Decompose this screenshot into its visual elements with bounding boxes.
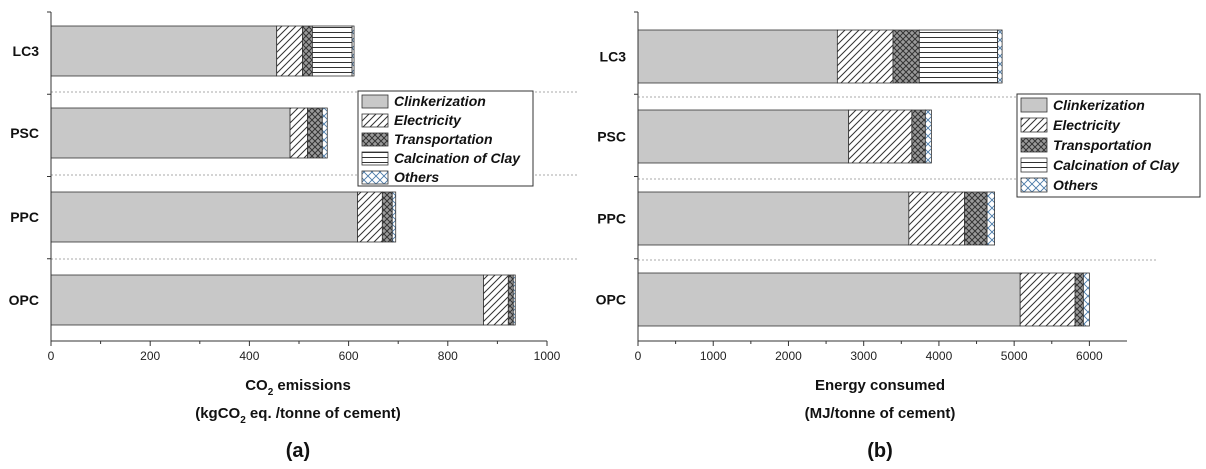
- x-tick-label: 4000: [926, 349, 953, 363]
- bar-psc-transportation: [911, 109, 926, 164]
- legend-label-calcination-of-clay: Calcination of Clay: [1053, 157, 1180, 173]
- bar-ppc-others: [391, 191, 397, 243]
- bar-opc-others: [1082, 272, 1090, 327]
- x-tick-label: 800: [438, 349, 458, 363]
- legend-label-electricity: Electricity: [1053, 117, 1121, 133]
- legend-swatch-transportation: [361, 132, 389, 147]
- bar-ppc-transportation: [964, 191, 988, 246]
- category-label-ppc: PPC: [10, 209, 39, 225]
- legend-label-others: Others: [394, 169, 439, 185]
- bar-lc3-clinkerization: [637, 29, 838, 84]
- legend-swatch-electricity: [1020, 117, 1048, 133]
- bar-lc3-calcination-of-clay: [311, 25, 353, 77]
- category-label-psc: PSC: [597, 129, 626, 145]
- bar-opc-electricity: [1019, 272, 1076, 327]
- category-labels: LC3 PSC PPC OPC: [9, 43, 40, 308]
- bar-psc-clinkerization: [50, 107, 291, 159]
- x-tick-label: 5000: [1001, 349, 1028, 363]
- legend-swatch-calcination-of-clay: [361, 151, 389, 166]
- legend-swatch-clinkerization: [1020, 97, 1048, 113]
- bar-opc-electricity: [483, 274, 509, 326]
- bar-psc-electricity: [289, 107, 308, 159]
- legend-label-clinkerization: Clinkerization: [1053, 97, 1145, 113]
- x-tick-label: 200: [140, 349, 160, 363]
- x-tick-label: 0: [48, 349, 55, 363]
- bar-opc-clinkerization: [50, 274, 484, 326]
- legend-swatch-others: [361, 170, 389, 185]
- x-ticks: 0 1000 2000 3000 4000 5000 6000: [635, 341, 1103, 363]
- panel-label-a: (a): [286, 440, 310, 462]
- bar-lc3-electricity: [276, 25, 303, 77]
- bar-ppc-electricity: [357, 191, 383, 243]
- legend-swatch-transportation: [1020, 137, 1048, 153]
- legend-swatch-calcination-of-clay: [1020, 157, 1048, 173]
- x-tick-label: 6000: [1076, 349, 1103, 363]
- category-label-psc: PSC: [10, 125, 39, 141]
- bar-ppc-others: [986, 191, 995, 246]
- x-tick-label: 1000: [534, 349, 561, 363]
- bar-ppc-clinkerization: [637, 191, 910, 246]
- bar-lc3-clinkerization: [50, 25, 278, 77]
- legend: Clinkerization Electricity Transportation C…: [357, 90, 534, 187]
- legend-label-electricity: Electricity: [394, 112, 462, 128]
- x-tick-label: 400: [239, 349, 259, 363]
- x-ticks: 0 200 400 600 800 1000: [48, 341, 561, 363]
- category-label-lc3: LC3: [13, 43, 40, 59]
- legend-label-transportation: Transportation: [1053, 137, 1152, 153]
- legend-label-calcination-of-clay: Calcination of Clay: [394, 150, 521, 166]
- bar-lc3-others: [997, 29, 1003, 84]
- bar-opc-transportation: [1074, 272, 1084, 327]
- bar-psc-clinkerization: [637, 109, 850, 164]
- bar-opc-clinkerization: [637, 272, 1021, 327]
- bars: [637, 29, 1090, 327]
- bar-opc-others: [512, 274, 516, 326]
- x-axis-title-line1: Energy consumed: [815, 377, 945, 394]
- x-tick-label: 1000: [700, 349, 727, 363]
- x-axis-title-line1: CO2 emissions: [245, 377, 351, 398]
- x-tick-label: 0: [635, 349, 642, 363]
- bar-psc-others: [321, 107, 328, 159]
- bars: [50, 25, 516, 326]
- axes: [634, 11, 1127, 342]
- panel-label-b: (b): [867, 440, 893, 462]
- category-label-opc: OPC: [596, 292, 626, 308]
- legend-label-transportation: Transportation: [394, 131, 493, 147]
- bar-lc3-calcination-of-clay: [918, 29, 999, 84]
- category-label-lc3: LC3: [600, 49, 627, 65]
- bar-ppc-transportation: [381, 191, 393, 243]
- bar-psc-transportation: [307, 107, 323, 159]
- legend-swatch-electricity: [361, 113, 389, 128]
- x-axis-title-line2: (kgCO2 eq. /tonne of cement): [195, 405, 401, 426]
- chart-b: 0 1000 2000 3000 4000 5000 6000 LC3 PSC PPC OPC C…: [596, 11, 1201, 462]
- category-label-ppc: PPC: [597, 211, 626, 227]
- bar-opc-transportation: [507, 274, 514, 326]
- category-label-opc: OPC: [9, 292, 39, 308]
- legend-box: [1016, 93, 1201, 198]
- chart-a: 0 200 400 600 800 1000 LC3 PSC PPC OPC Clinkeriz…: [9, 11, 577, 462]
- bar-ppc-clinkerization: [50, 191, 358, 243]
- legend-swatch-others: [1020, 177, 1048, 193]
- bar-psc-others: [924, 109, 932, 164]
- bar-psc-electricity: [848, 109, 913, 164]
- x-axis-title-line2: (MJ/tonne of cement): [805, 405, 956, 422]
- legend-swatch-clinkerization: [361, 94, 389, 109]
- legend-label-clinkerization: Clinkerization: [394, 93, 486, 109]
- legend: Clinkerization Electricity Transportation C…: [1016, 93, 1201, 198]
- category-labels: LC3 PSC PPC OPC: [596, 49, 627, 308]
- x-tick-label: 600: [339, 349, 359, 363]
- x-tick-label: 3000: [850, 349, 877, 363]
- x-tick-label: 2000: [775, 349, 802, 363]
- bar-lc3-others: [351, 25, 355, 77]
- bar-lc3-transportation: [892, 29, 920, 84]
- legend-label-others: Others: [1053, 177, 1098, 193]
- bar-ppc-electricity: [908, 191, 965, 246]
- bar-lc3-transportation: [302, 25, 313, 77]
- bar-lc3-electricity: [836, 29, 894, 84]
